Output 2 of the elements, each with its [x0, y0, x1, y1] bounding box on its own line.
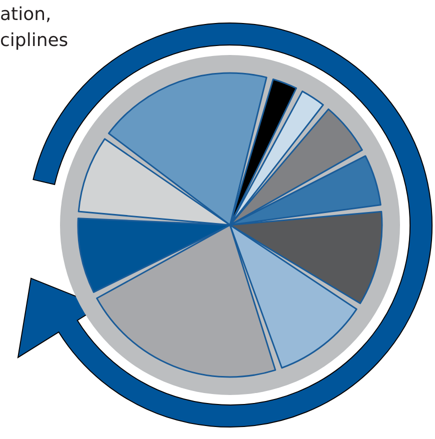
text: ation, [0, 4, 52, 25]
text: ciplines [0, 30, 68, 51]
